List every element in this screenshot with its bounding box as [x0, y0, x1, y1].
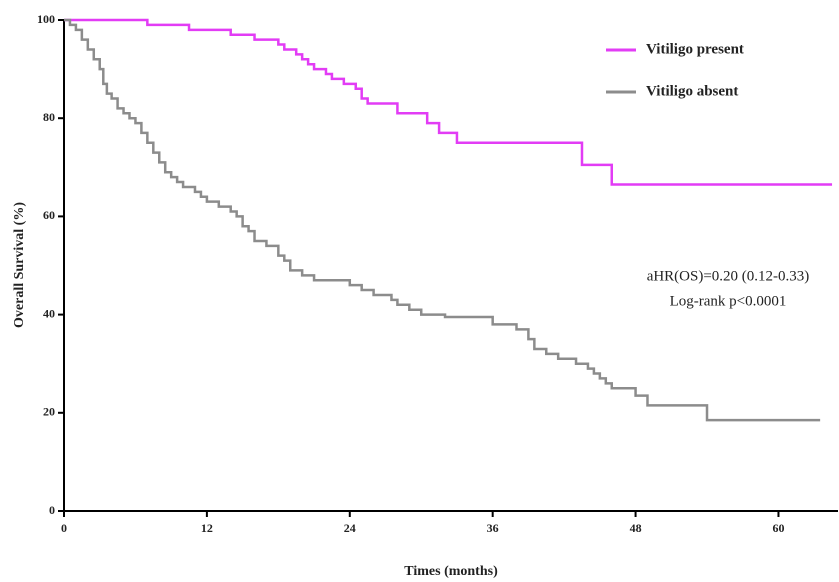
- y-tick-label: 60: [43, 208, 55, 222]
- x-tick-label: 24: [344, 521, 356, 535]
- x-tick-label: 0: [61, 521, 67, 535]
- x-tick-label: 60: [772, 521, 784, 535]
- survival-line: [64, 18, 821, 422]
- y-tick-label: 100: [37, 12, 55, 26]
- x-axis-label: Times (months): [404, 564, 498, 579]
- legend-label: Vitiligo present: [646, 41, 744, 57]
- y-tick-label: 20: [43, 405, 55, 419]
- annotation: Log-rank p<0.0001: [670, 293, 787, 309]
- x-tick-label: 48: [630, 521, 642, 535]
- x-tick-label: 12: [201, 521, 213, 535]
- y-tick-label: 40: [43, 306, 55, 320]
- survival-line: [64, 18, 833, 186]
- y-tick-label: 0: [49, 503, 55, 517]
- x-tick-label: 36: [487, 521, 499, 535]
- annotation: aHR(OS)=0.20 (0.12-0.33): [647, 268, 810, 284]
- legend-label: Vitiligo absent: [646, 83, 738, 99]
- y-tick-label: 80: [43, 110, 55, 124]
- y-axis-label: Overall Survival (%): [12, 202, 27, 328]
